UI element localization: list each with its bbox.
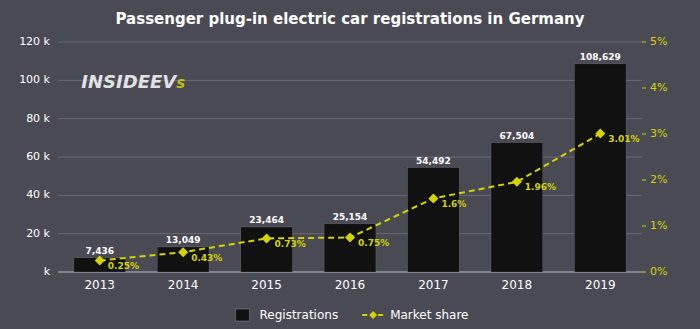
x-tick-label: 2013: [84, 278, 115, 292]
y2-tick-label: 4%: [650, 81, 667, 94]
marker: [178, 247, 188, 257]
grid-line: [58, 195, 642, 196]
bar-label: 67,504: [499, 131, 534, 141]
y-tick-label: 80 k: [26, 112, 50, 125]
bar-label: 23,464: [249, 215, 284, 225]
legend: Registrations Market share: [236, 308, 469, 322]
legend-item: Registrations: [236, 308, 339, 322]
y-tick-label: k: [44, 265, 51, 278]
marker: [595, 129, 605, 139]
line-label: 0.73%: [275, 239, 306, 249]
line-label: 0.43%: [191, 253, 222, 263]
x-tick-label: 2014: [168, 278, 199, 292]
line-label: 1.96%: [525, 182, 556, 192]
marker: [95, 256, 105, 266]
line-label: 0.25%: [108, 261, 139, 271]
y2-tick: [642, 180, 646, 181]
legend-swatch: [369, 311, 377, 319]
y-tick-label: 120 k: [19, 35, 50, 48]
x-tick-label: 2017: [418, 278, 449, 292]
line-label: 1.6%: [441, 199, 466, 209]
marker: [262, 233, 272, 243]
marker: [428, 193, 438, 203]
bar: [574, 64, 626, 272]
x-tick-label: 2019: [585, 278, 616, 292]
grid-line: [58, 118, 642, 119]
legend-label: Market share: [390, 308, 468, 322]
y2-tick-label: 3%: [650, 127, 667, 140]
marker: [345, 233, 355, 243]
chart: Passenger plug-in electric car registrat…: [0, 0, 700, 329]
watermark: INSIDEEVs: [81, 71, 185, 92]
legend-swatch: [236, 309, 250, 321]
background: [0, 0, 700, 329]
grid-line: [58, 42, 642, 43]
y-tick-label: 40 k: [26, 188, 50, 201]
line: [100, 134, 601, 261]
x-tick-label: 2016: [335, 278, 366, 292]
title: Passenger plug-in electric car registrat…: [116, 10, 585, 28]
y2-tick: [642, 272, 646, 273]
y2-tick-label: 1%: [650, 219, 667, 232]
annotation: INSIDE: [81, 71, 150, 92]
y2-tick: [642, 42, 646, 43]
line-label: 3.01%: [608, 134, 639, 144]
bar: [491, 143, 543, 272]
y2-tick-label: 0%: [650, 265, 667, 278]
line-label: 0.75%: [358, 238, 389, 248]
bar-label: 13,049: [166, 235, 201, 245]
annotation: s: [176, 74, 185, 92]
bar: [408, 168, 460, 272]
annotation: EV: [150, 71, 178, 92]
y2-tick-label: 5%: [650, 35, 667, 48]
plot-area: [74, 64, 626, 272]
y-tick-label: 20 k: [26, 227, 50, 240]
y2-tick-label: 2%: [650, 173, 667, 186]
legend-label: Registrations: [260, 308, 339, 322]
legend-item: Market share: [362, 308, 468, 322]
y2-tick: [642, 226, 646, 227]
bar: [241, 227, 293, 272]
x-tick-label: 2018: [502, 278, 533, 292]
y2-tick: [642, 88, 646, 89]
y2-tick: [642, 134, 646, 135]
bar-label: 108,629: [580, 52, 621, 62]
grid-line: [58, 157, 642, 158]
y-tick-label: 60 k: [26, 150, 50, 163]
x-tick-label: 2015: [251, 278, 282, 292]
bar-label: 7,436: [85, 246, 113, 256]
bar-label: 54,492: [416, 156, 451, 166]
marker: [512, 177, 522, 187]
bar-label: 25,154: [333, 212, 368, 222]
y-tick-label: 100 k: [19, 73, 50, 86]
data-labels: 7,436 13,049 23,464 25,154 54,492 67,504 108,6…: [85, 52, 639, 271]
